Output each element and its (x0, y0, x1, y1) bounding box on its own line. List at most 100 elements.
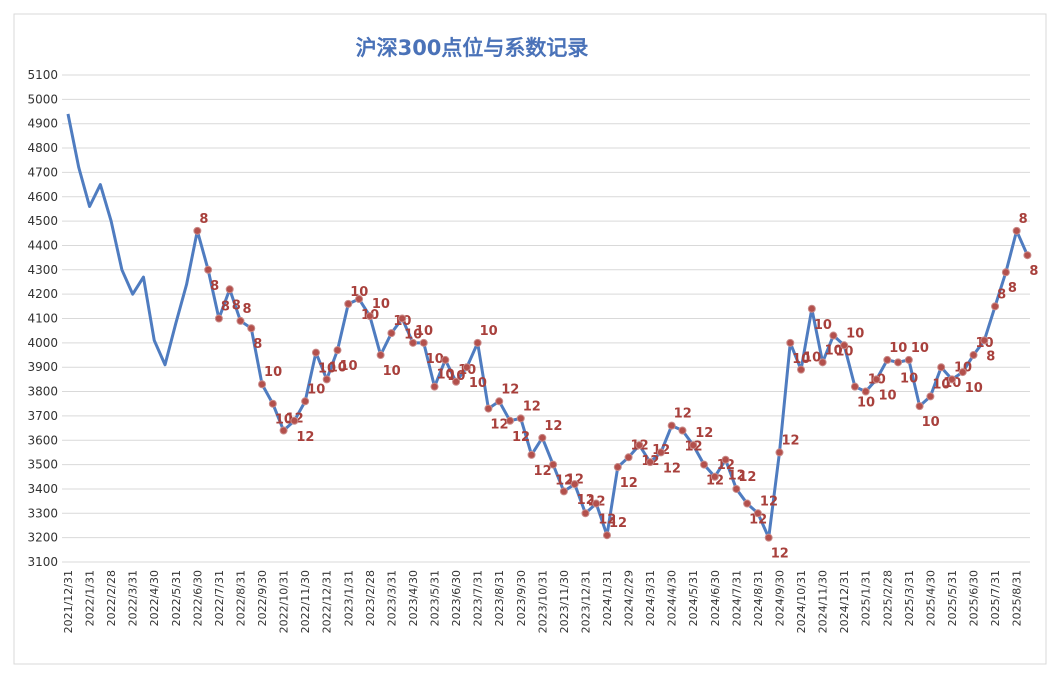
x-tick-label: 2022/9/30 (256, 570, 269, 626)
coefficient-label: 8 (986, 349, 995, 364)
x-tick-label: 2023/5/31 (429, 570, 442, 626)
point-marker (894, 358, 903, 367)
point-marker (495, 397, 504, 406)
point-marker (549, 460, 558, 469)
point-marker (861, 387, 870, 396)
coefficient-label: 10 (437, 368, 455, 383)
y-tick-label: 4800 (27, 141, 58, 155)
point-marker (462, 363, 471, 372)
point-marker (732, 484, 741, 493)
coefficient-label: 10 (825, 343, 843, 358)
x-tick-label: 2022/8/31 (234, 570, 247, 626)
coefficient-label: 12 (728, 469, 746, 484)
point-marker (947, 375, 956, 384)
coefficient-label: 12 (749, 513, 767, 528)
point-marker (958, 368, 967, 377)
point-marker (678, 426, 687, 435)
x-tick-label: 2025/7/31 (989, 570, 1002, 626)
y-tick-label: 5000 (27, 92, 58, 106)
x-tick-label: 2024/12/31 (838, 570, 851, 633)
x-tick-label: 2025/8/31 (1011, 570, 1024, 626)
point-marker (969, 351, 978, 360)
point-marker (516, 414, 525, 423)
x-tick-label: 2025/1/31 (860, 570, 873, 626)
y-tick-label: 4300 (27, 263, 58, 277)
point-marker (527, 450, 536, 459)
x-tick-label: 2022/3/31 (127, 570, 140, 626)
x-tick-label: 2024/4/30 (666, 570, 679, 626)
coefficient-label: 12 (738, 470, 756, 485)
point-marker (311, 348, 320, 357)
coefficient-label: 10 (879, 388, 897, 403)
y-tick-label: 5100 (27, 68, 58, 82)
point-marker (937, 363, 946, 372)
x-tick-label: 2023/11/30 (558, 570, 571, 633)
point-marker (807, 304, 816, 313)
coefficient-label: 12 (501, 382, 519, 397)
point-marker (872, 375, 881, 384)
y-tick-label: 4100 (27, 312, 58, 326)
x-tick-label: 2023/4/30 (407, 570, 420, 626)
point-marker (344, 299, 353, 308)
coefficient-label: 8 (210, 279, 219, 294)
point-marker (419, 338, 428, 347)
y-tick-label: 4400 (27, 238, 58, 252)
y-tick-label: 3900 (27, 360, 58, 374)
point-marker (883, 355, 892, 364)
point-marker (376, 351, 385, 360)
point-marker (743, 499, 752, 508)
coefficient-label: 10 (943, 376, 961, 391)
coefficient-label: 12 (674, 407, 692, 422)
point-marker (279, 426, 288, 435)
point-marker (268, 399, 277, 408)
x-tick-label: 2025/5/31 (946, 570, 959, 626)
y-tick-label: 3200 (27, 531, 58, 545)
x-tick-label: 2024/5/31 (687, 570, 700, 626)
point-marker (592, 499, 601, 508)
y-tick-label: 4600 (27, 190, 58, 204)
x-tick-label: 2022/1/31 (84, 570, 97, 626)
y-tick-label: 3800 (27, 385, 58, 399)
x-tick-label: 2024/9/30 (773, 570, 786, 626)
y-tick-label: 4200 (27, 287, 58, 301)
coefficient-label: 10 (846, 326, 864, 341)
x-tick-label: 2022/6/30 (191, 570, 204, 626)
x-tick-label: 2024/11/30 (817, 570, 830, 633)
x-tick-label: 2025/2/28 (881, 570, 894, 626)
coefficient-label: 10 (857, 396, 875, 411)
point-marker (915, 402, 924, 411)
coefficient-label: 10 (275, 413, 293, 428)
coefficient-label: 12 (577, 493, 595, 508)
point-marker (775, 448, 784, 457)
y-tick-label: 3100 (27, 555, 58, 569)
point-marker (193, 226, 202, 235)
point-marker (365, 312, 374, 321)
point-marker (1001, 268, 1010, 277)
coefficient-label: 10 (340, 359, 358, 374)
coefficient-label: 8 (253, 337, 262, 352)
y-tick-label: 3300 (27, 506, 58, 520)
y-tick-label: 4500 (27, 214, 58, 228)
coefficient-label: 8 (232, 298, 241, 313)
coefficient-label: 12 (490, 418, 508, 433)
coefficient-label: 10 (372, 297, 390, 312)
point-marker (646, 458, 655, 467)
point-marker (926, 392, 935, 401)
point-marker (1023, 251, 1032, 260)
coefficient-label: 12 (566, 472, 584, 487)
x-tick-label: 2022/10/31 (278, 570, 291, 633)
point-marker (624, 453, 633, 462)
coefficient-label: 12 (512, 430, 530, 445)
coefficient-label: 10 (835, 345, 853, 360)
point-marker (538, 433, 547, 442)
point-marker (225, 285, 234, 294)
coefficient-label: 10 (415, 324, 433, 339)
coefficient-label: 10 (792, 352, 810, 367)
point-marker (667, 421, 676, 430)
coefficient-label: 10 (350, 285, 368, 300)
x-tick-label: 2025/4/30 (924, 570, 937, 626)
point-marker (689, 441, 698, 450)
x-tick-label: 2022/11/30 (299, 570, 312, 633)
point-marker (559, 487, 568, 496)
